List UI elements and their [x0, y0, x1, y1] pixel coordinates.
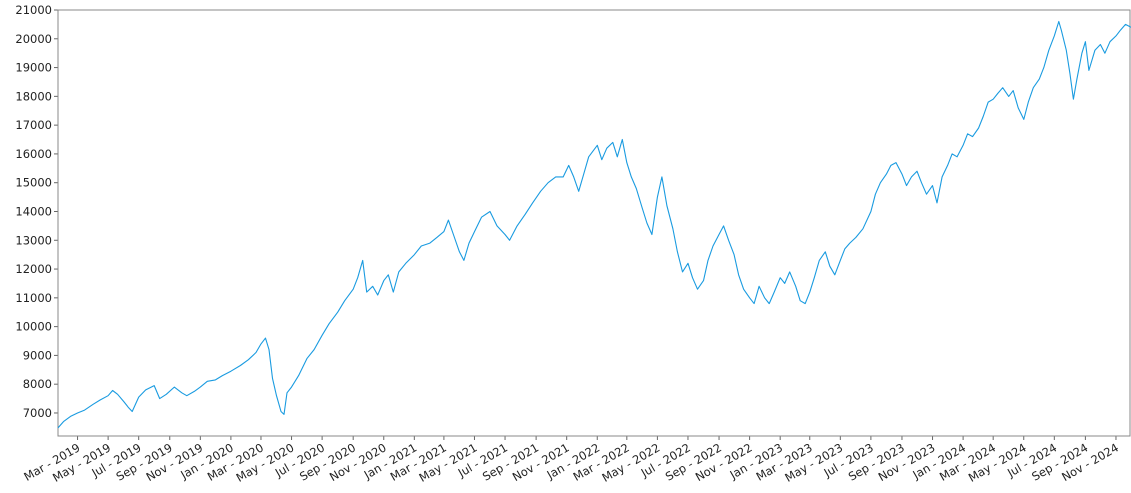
y-tick-label: 10000 — [15, 320, 52, 334]
y-tick-label: 18000 — [15, 89, 52, 103]
y-tick-label: 16000 — [15, 147, 52, 161]
y-axis-ticks: 7000 8000 9000 10000 11000 12000 13000 14000 150… — [15, 3, 58, 420]
y-tick-label: 8000 — [23, 377, 52, 391]
y-tick-label: 15000 — [15, 176, 52, 190]
y-tick-label: 21000 — [15, 3, 52, 17]
y-tick-label: 9000 — [23, 348, 52, 362]
y-tick-label: 19000 — [15, 61, 52, 75]
plot-frame — [57, 9, 1131, 437]
y-tick-label: 11000 — [15, 291, 52, 305]
y-tick-label: 17000 — [15, 118, 52, 132]
y-tick-label: 20000 — [15, 32, 52, 46]
y-tick-label: 7000 — [23, 406, 52, 420]
y-tick-label: 12000 — [15, 262, 52, 276]
y-tick-label: 14000 — [15, 204, 52, 218]
series-line — [57, 20, 1131, 429]
y-tick-label: 13000 — [15, 233, 52, 247]
